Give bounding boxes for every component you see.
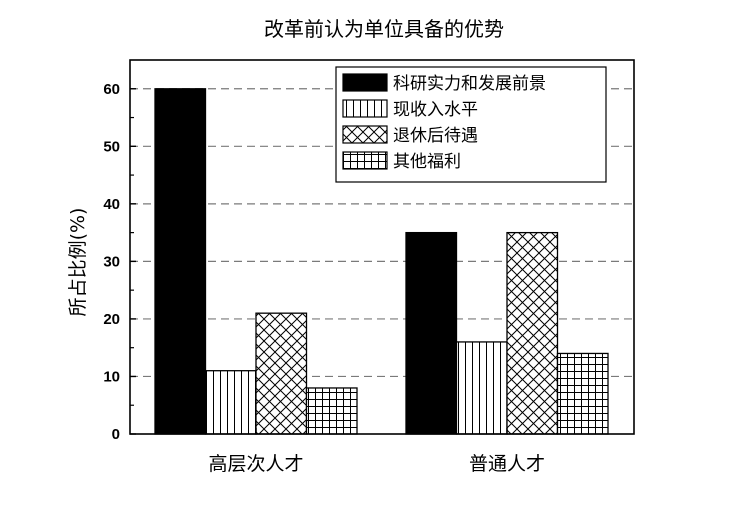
bar	[204, 370, 257, 435]
bar	[255, 312, 308, 435]
x-category-label: 普通人才	[469, 453, 545, 475]
y-tick-label: 0	[112, 426, 120, 443]
legend-label: 科研实力和发展前景	[393, 74, 546, 94]
bar	[154, 88, 207, 435]
legend-label: 其他福利	[393, 152, 461, 172]
bars	[154, 88, 609, 435]
y-tick-label: 30	[103, 253, 120, 270]
y-tick-label: 10	[103, 368, 120, 385]
x-category-label: 高层次人才	[208, 453, 303, 475]
legend-label: 退休后待遇	[393, 126, 478, 146]
legend-swatch	[342, 73, 388, 92]
y-tick-label: 40	[103, 196, 120, 213]
y-axis-ticks: 0 10 20 30 40 50 60	[103, 81, 136, 443]
legend-swatch	[342, 125, 388, 144]
y-tick-label: 20	[103, 311, 120, 328]
chart-title: 改革前认为单位具备的优势	[264, 17, 504, 41]
bar	[556, 352, 609, 435]
bar	[506, 231, 559, 435]
x-axis-categories: 高层次人才 普通人才	[208, 428, 545, 475]
legend-swatch	[342, 151, 388, 170]
legend-label: 现收入水平	[393, 100, 478, 120]
bar	[455, 341, 508, 435]
bar	[405, 231, 458, 435]
legend-swatch	[342, 99, 388, 118]
y-axis-label: 所占比例(%)	[67, 208, 89, 317]
plot-frame	[129, 59, 635, 435]
y-tick-label: 60	[103, 81, 120, 98]
bar	[305, 387, 358, 435]
y-tick-label: 50	[103, 138, 120, 155]
